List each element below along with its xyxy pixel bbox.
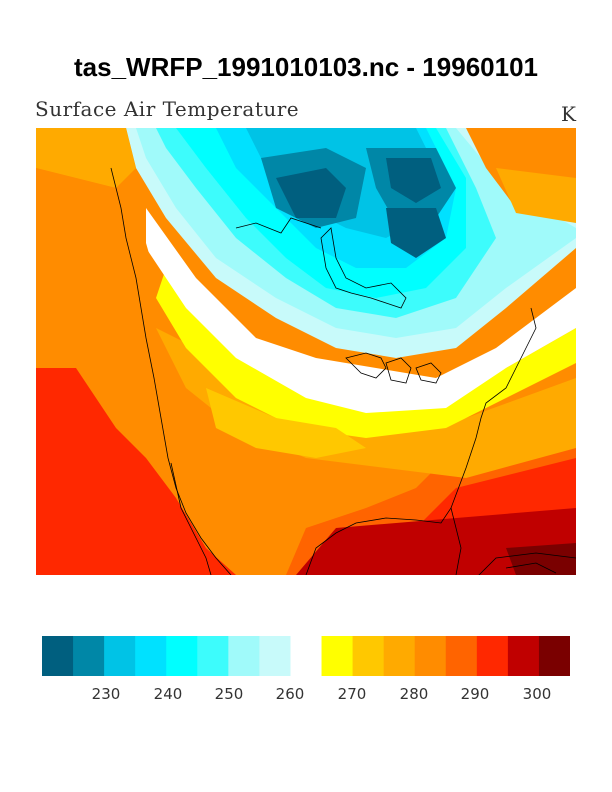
- colorbar-tick-label: 280: [399, 685, 429, 703]
- colorbar-swatch: [259, 636, 291, 676]
- colorbar-tick-label: 230: [91, 685, 121, 703]
- colorbar-swatch: [507, 636, 540, 676]
- temperature-map: [36, 128, 576, 575]
- coastlines: [110, 167, 576, 575]
- colorbar-tick-label: 250: [214, 685, 244, 703]
- colorbar-tick-label: 260: [275, 685, 305, 703]
- colorbar-swatch: [476, 636, 509, 676]
- temp-region-yellow: [156, 268, 576, 438]
- units-label: K: [561, 102, 576, 126]
- colorbar-swatch: [73, 636, 105, 676]
- colorbar-swatch: [290, 636, 323, 676]
- temp-region-mid: [156, 328, 576, 478]
- colorbar-swatch: [538, 636, 570, 676]
- colorbar-swatch: [42, 636, 74, 676]
- colorbar-tick-label: 300: [522, 685, 552, 703]
- colorbar-swatch: [352, 636, 385, 676]
- colorbar-swatch: [166, 636, 198, 676]
- colorbar-swatch: [228, 636, 260, 676]
- colorbar-swatch: [445, 636, 478, 676]
- colorbar-tick-label: 290: [460, 685, 490, 703]
- temp-region-white: [146, 208, 576, 413]
- colorbar-swatch: [135, 636, 167, 676]
- colorbar-tick-label: 240: [153, 685, 183, 703]
- colorbar-swatch: [104, 636, 136, 676]
- figure-title: tas_WRFP_1991010103.nc - 19960101: [74, 52, 538, 82]
- colorbar-swatch: [414, 636, 447, 676]
- colorbar-swatch: [321, 636, 354, 676]
- colorbar-swatch: [383, 636, 416, 676]
- temp-region-gulf: [296, 508, 576, 575]
- colorbar-swatch: [197, 636, 229, 676]
- colorbar: [42, 636, 570, 676]
- variable-label: Surface Air Temperature: [35, 97, 300, 121]
- colorbar-tick-label: 270: [337, 685, 367, 703]
